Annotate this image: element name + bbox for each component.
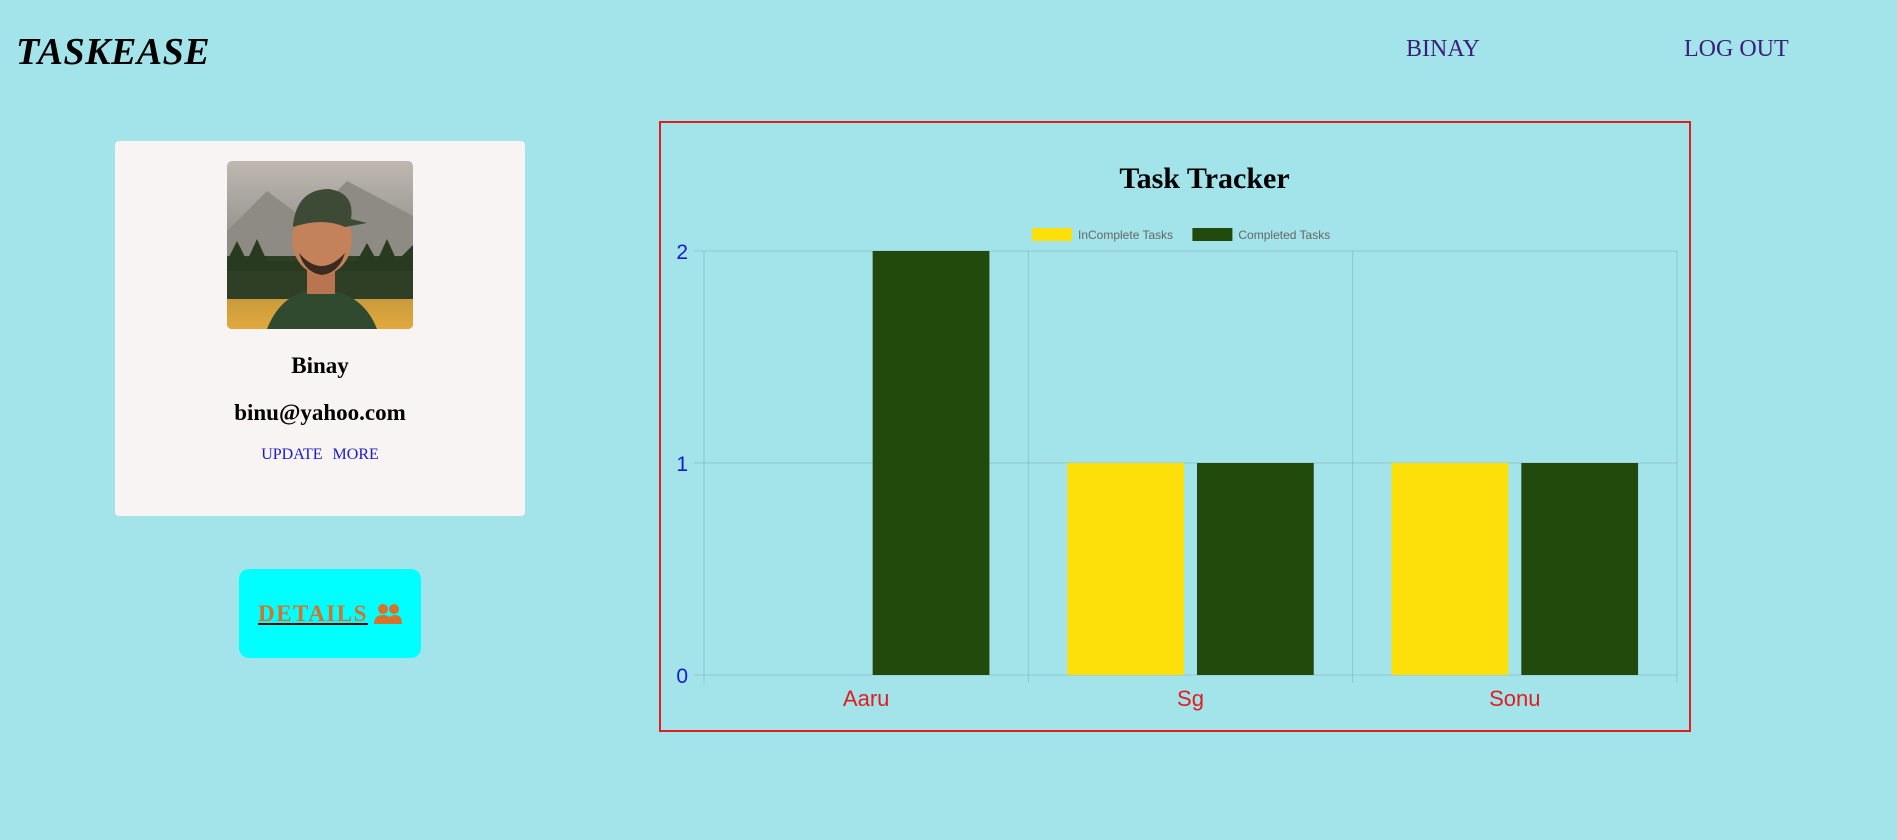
y-tick-label: 1 [676, 453, 688, 476]
logout-link[interactable]: LOG OUT [1684, 36, 1789, 62]
profile-links: UPDATE MORE [115, 446, 525, 464]
x-tick-label: Sg [1177, 686, 1204, 711]
users-icon [373, 603, 402, 624]
y-tick-label: 2 [676, 241, 688, 264]
y-tick-label: 0 [676, 665, 688, 688]
profile-name: Binay [291, 353, 349, 378]
bar [1067, 463, 1185, 675]
legend-swatch [1192, 228, 1233, 241]
update-link[interactable]: UPDATE [261, 446, 323, 463]
legend-swatch [1032, 228, 1072, 241]
brand-logo[interactable]: TASKEASE [16, 31, 211, 73]
profile-card: Binay binu@yahoo.com UPDATE MORE [115, 141, 525, 516]
more-link[interactable]: MORE [332, 446, 379, 463]
details-button-label: DETAILS [258, 600, 368, 626]
profile-avatar [227, 161, 413, 329]
bar [1391, 463, 1509, 675]
bar [1196, 463, 1314, 675]
bar [1521, 463, 1639, 675]
bar [872, 251, 990, 675]
task-tracker-chart: Task Tracker InComplete Tasks Completed Ta… [659, 121, 1691, 732]
legend-label: Completed Tasks [1238, 228, 1330, 242]
nav-user-link[interactable]: BINAY [1406, 36, 1480, 62]
details-button[interactable]: DETAILS [239, 569, 421, 658]
profile-email: binu@yahoo.com [234, 400, 406, 425]
x-tick-label: Sonu [1489, 686, 1540, 711]
legend-label: InComplete Tasks [1078, 228, 1173, 242]
x-tick-label: Aaru [843, 686, 889, 711]
chart-canvas: Task Tracker InComplete Tasks Completed Ta… [676, 162, 1678, 711]
chart-title: Task Tracker [1119, 162, 1289, 195]
